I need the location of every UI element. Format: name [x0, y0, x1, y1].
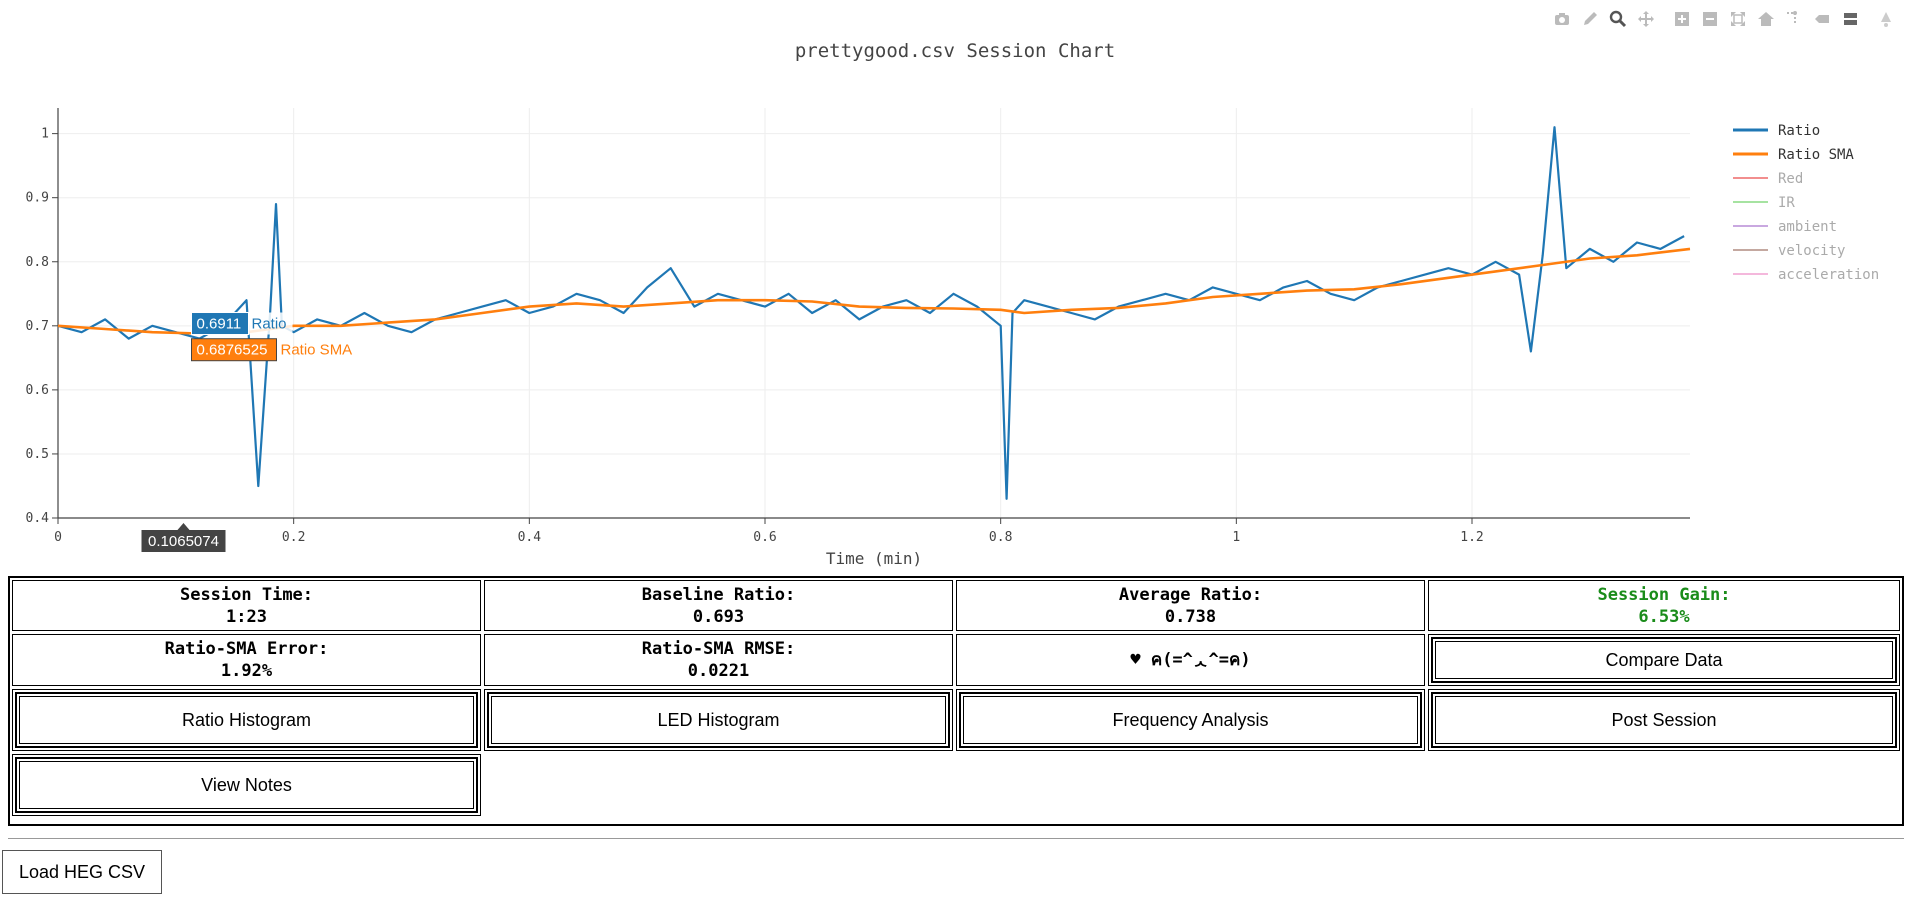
kaomoji-text: ♥ ค(=^ᆺ^=ค) — [1130, 650, 1251, 670]
legend-label: ambient — [1778, 219, 1837, 235]
y-tick-label: 0.5 — [26, 447, 49, 462]
legend-label: Ratio SMA — [1778, 147, 1854, 163]
sma-rmse-cell: Ratio-SMA RMSE: 0.0221 — [484, 634, 953, 686]
x-tick-label: 0.4 — [518, 530, 542, 545]
post-session-button[interactable]: Post Session — [1431, 692, 1897, 748]
frequency-analysis-cell: Frequency Analysis — [956, 689, 1425, 751]
x-tick-label: 1 — [1232, 530, 1240, 545]
load-heg-csv-button[interactable]: Load HEG CSV — [2, 850, 162, 894]
x-tick-label: 1.2 — [1460, 530, 1483, 545]
tooltip-box — [191, 338, 278, 362]
y-tick-label: 0.9 — [26, 191, 49, 206]
session-gain-value: 6.53% — [1638, 606, 1690, 627]
session-info-table: Session Time: 1:23 Baseline Ratio: 0.693… — [8, 576, 1904, 826]
view-notes-button[interactable]: View Notes — [15, 757, 478, 813]
autoscale-icon[interactable] — [1727, 8, 1749, 30]
x-label-box — [141, 530, 226, 552]
sma-error-value: 1.92% — [220, 661, 273, 681]
hover-tooltip-sma: 0.6876525 Ratio SMA — [191, 338, 353, 362]
tooltip-value: 0.6911 — [197, 316, 242, 333]
legend-label: Ratio — [1778, 123, 1820, 139]
spike-lines-icon[interactable] — [1783, 8, 1805, 30]
view-notes-cell: View Notes — [12, 754, 481, 816]
legend-label: Red — [1778, 171, 1803, 187]
y-tick-label: 0.7 — [26, 319, 49, 334]
baseline-ratio-label: Baseline Ratio: — [641, 584, 796, 605]
x-label-text: 0.1065074 — [148, 533, 219, 550]
zoom-in-icon[interactable] — [1671, 8, 1693, 30]
ratio-histogram-button[interactable]: Ratio Histogram — [15, 692, 478, 748]
led-histogram-cell: LED Histogram — [484, 689, 953, 751]
x-label-pointer — [177, 523, 190, 530]
session-time-cell: Session Time: 1:23 — [12, 580, 481, 631]
divider — [8, 838, 1904, 839]
session-time-value: 1:23 — [226, 606, 267, 627]
legend-label: IR — [1778, 195, 1795, 211]
hover-tooltip-ratio: 0.6911 Ratio — [191, 312, 293, 336]
zoom-icon[interactable] — [1607, 8, 1629, 30]
legend-label: velocity — [1778, 243, 1845, 259]
tooltip-value: 0.6876525 — [197, 342, 268, 359]
x-axis-title: Time (min) — [826, 549, 922, 568]
x-tick-label: 0 — [54, 530, 62, 545]
hover-compare-icon[interactable] — [1839, 8, 1861, 30]
session-gain-label: Session Gain: — [1597, 584, 1731, 605]
sma-rmse-value: 0.0221 — [687, 661, 750, 681]
sma-error-cell: Ratio-SMA Error: 1.92% — [12, 634, 481, 686]
hover-x-label: 0.1065074 — [141, 523, 226, 552]
plotly-logo-icon[interactable] — [1875, 8, 1897, 30]
tooltip-name: Ratio SMA — [281, 342, 353, 359]
legend-item-ir[interactable]: IR — [1733, 195, 1795, 211]
tooltip-name-bg — [248, 312, 293, 335]
legend-label: acceleration — [1778, 267, 1879, 283]
compare-data-button[interactable]: Compare Data — [1431, 637, 1897, 683]
session-gain-cell: Session Gain: 6.53% — [1428, 580, 1900, 631]
kaomoji-cell: ♥ ค(=^ᆺ^=ค) — [956, 634, 1425, 686]
chart-area[interactable]: prettygood.csv Session Chart 0 0.2 0.4 0.6 0.… — [0, 0, 1905, 570]
sma-rmse-label: Ratio-SMA RMSE: — [641, 639, 796, 659]
post-session-cell: Post Session — [1428, 689, 1900, 751]
y-tick-label: 0.4 — [26, 511, 50, 526]
legend-item-ratio-sma[interactable]: Ratio SMA — [1733, 147, 1854, 163]
pan-icon[interactable] — [1635, 8, 1657, 30]
session-time-label: Session Time: — [179, 584, 314, 605]
x-tick-label: 0.2 — [282, 530, 305, 545]
chart-toolbar — [1551, 8, 1897, 30]
x-tick-label: 0.6 — [753, 530, 776, 545]
sma-error-label: Ratio-SMA Error: — [164, 639, 329, 659]
chart-title: prettygood.csv Session Chart — [795, 40, 1115, 62]
y-tick-label: 1 — [41, 127, 49, 142]
baseline-ratio-cell: Baseline Ratio: 0.693 — [484, 580, 953, 631]
hover-closest-icon[interactable] — [1811, 8, 1833, 30]
zoom-out-icon[interactable] — [1699, 8, 1721, 30]
legend-item-ambient[interactable]: ambient — [1733, 219, 1837, 235]
legend-item-red[interactable]: Red — [1733, 171, 1803, 187]
baseline-ratio-value: 0.693 — [692, 606, 745, 627]
legend-item-acceleration[interactable]: acceleration — [1733, 267, 1879, 283]
session-chart[interactable]: prettygood.csv Session Chart 0 0.2 0.4 0.6 0.… — [0, 0, 1905, 570]
series-line-ratio — [57, 126, 1685, 500]
frequency-analysis-button[interactable]: Frequency Analysis — [959, 692, 1422, 748]
ratio-histogram-cell: Ratio Histogram — [12, 689, 481, 751]
y-tick-label: 0.8 — [26, 255, 49, 270]
camera-icon[interactable] — [1551, 8, 1573, 30]
series-line-ratio-sma — [57, 247, 1691, 335]
average-ratio-label: Average Ratio: — [1118, 584, 1263, 605]
legend-item-ratio[interactable]: Ratio — [1733, 123, 1820, 139]
home-icon[interactable] — [1755, 8, 1777, 30]
pencil-icon[interactable] — [1579, 8, 1601, 30]
legend-item-velocity[interactable]: velocity — [1733, 243, 1845, 259]
average-ratio-cell: Average Ratio: 0.738 — [956, 580, 1425, 631]
tooltip-name: Ratio — [252, 316, 287, 333]
compare-data-cell: Compare Data — [1428, 634, 1900, 686]
y-tick-label: 0.6 — [26, 383, 49, 398]
led-histogram-button[interactable]: LED Histogram — [487, 692, 950, 748]
x-tick-label: 0.8 — [989, 530, 1012, 545]
average-ratio-value: 0.738 — [1164, 606, 1217, 627]
